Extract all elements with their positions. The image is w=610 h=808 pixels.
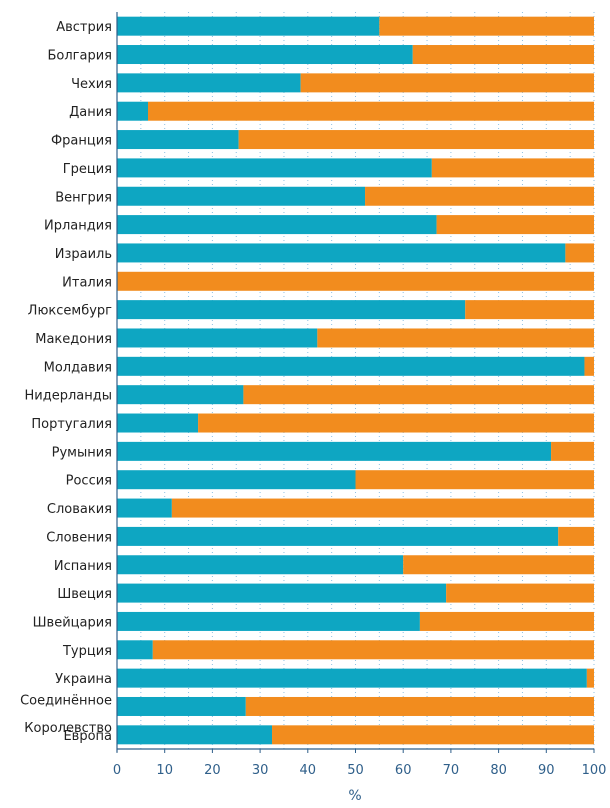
bar-series-2: [465, 300, 594, 320]
category-label: Италия: [62, 275, 112, 290]
category-label: Турция: [62, 644, 112, 659]
bar-series-1: [117, 45, 413, 65]
category-label: Люксембург: [28, 304, 112, 319]
bar-series-2: [431, 158, 594, 178]
x-tick-label: 20: [204, 763, 221, 778]
bar-series-2: [272, 725, 594, 745]
bar-series-2: [238, 130, 594, 150]
bar-series-1: [117, 101, 149, 121]
bar-series-1: [117, 16, 380, 36]
bar-series-2: [355, 470, 594, 490]
bar-series-2: [317, 328, 594, 348]
bar-series-2: [412, 45, 594, 65]
x-tick-label: 60: [395, 763, 412, 778]
category-label: Словения: [46, 530, 112, 545]
category-label: Словакия: [47, 502, 112, 517]
x-tick-label: 100: [582, 763, 607, 778]
x-tick-label: 70: [443, 763, 460, 778]
bars: [117, 16, 595, 745]
bar-series-2: [117, 271, 594, 291]
bar-series-2: [403, 555, 594, 575]
bar-series-1: [117, 668, 587, 688]
bar-series-2: [436, 215, 594, 235]
x-tick-label: 10: [156, 763, 173, 778]
category-label: Швеция: [57, 587, 112, 602]
category-label: Венгрия: [55, 190, 112, 205]
category-label: Молдавия: [44, 360, 112, 375]
category-label: Нидерланды: [25, 389, 113, 404]
category-label: Македония: [35, 332, 112, 347]
category-label: Испания: [54, 559, 112, 574]
bar-series-1: [117, 356, 585, 376]
category-label: Румыния: [52, 445, 112, 460]
bar-series-2: [148, 101, 594, 121]
bar-series-1: [117, 413, 199, 433]
category-label: Греция: [63, 162, 112, 177]
bar-series-2: [586, 668, 594, 688]
bar-series-1: [117, 526, 559, 546]
x-tick-label: 90: [538, 763, 555, 778]
bar-series-2: [379, 16, 594, 36]
category-label: Болгария: [48, 49, 113, 64]
bar-series-1: [117, 243, 566, 263]
bar-series-1: [117, 300, 466, 320]
bar-series-1: [117, 470, 356, 490]
category-label: Дания: [69, 105, 112, 120]
bar-series-2: [245, 696, 595, 716]
category-label: Ирландия: [44, 219, 112, 234]
category-label: Швейцария: [33, 615, 112, 630]
bar-series-1: [117, 640, 153, 660]
bar-series-1: [117, 158, 432, 178]
bar-series-2: [300, 73, 594, 93]
bar-series-1: [117, 725, 273, 745]
bar-series-1: [117, 498, 172, 518]
category-label: Соединённое: [20, 693, 112, 708]
category-label: Израиль: [55, 247, 112, 262]
category-label: Португалия: [31, 417, 112, 432]
bar-series-2: [584, 356, 594, 376]
x-tick-label: 0: [113, 763, 121, 778]
bar-series-1: [117, 130, 239, 150]
bar-series-2: [446, 583, 594, 603]
bar-series-2: [365, 186, 594, 206]
bar-series-2: [198, 413, 594, 433]
category-label: Украина: [55, 672, 112, 687]
category-label: Европа: [63, 729, 112, 744]
bar-series-2: [551, 441, 594, 461]
bar-series-1: [117, 555, 404, 575]
bar-series-1: [117, 696, 246, 716]
bar-series-1: [117, 186, 366, 206]
bar-series-2: [558, 526, 594, 546]
bar-series-2: [565, 243, 594, 263]
x-tick-label: 40: [300, 763, 317, 778]
bar-series-1: [117, 583, 447, 603]
bar-series-1: [117, 385, 244, 405]
bar-series-1: [117, 73, 301, 93]
x-axis: 0 10 20 30 40 50 60 70 80 90 100: [113, 12, 607, 778]
category-label: Австрия: [56, 20, 112, 35]
x-tick-label: 80: [490, 763, 507, 778]
bar-series-2: [152, 640, 594, 660]
category-label: Франция: [51, 134, 112, 149]
bar-series-1: [117, 441, 552, 461]
grid-lines: [116, 12, 595, 749]
x-tick-label: 50: [347, 763, 364, 778]
bar-series-2: [419, 611, 594, 631]
bar-series-1: [117, 611, 420, 631]
x-axis-title: %: [348, 788, 361, 804]
bar-series-1: [117, 215, 437, 235]
bar-series-1: [117, 328, 318, 348]
bar-series-2: [243, 385, 594, 405]
category-label: Королевство: [24, 721, 112, 736]
category-labels: Австрия Болгария Чехия Дания Франция Греция Ве…: [20, 20, 112, 744]
x-tick-label: 30: [252, 763, 269, 778]
bar-series-2: [171, 498, 595, 518]
category-label: Чехия: [71, 77, 112, 92]
category-label: Россия: [66, 474, 112, 489]
